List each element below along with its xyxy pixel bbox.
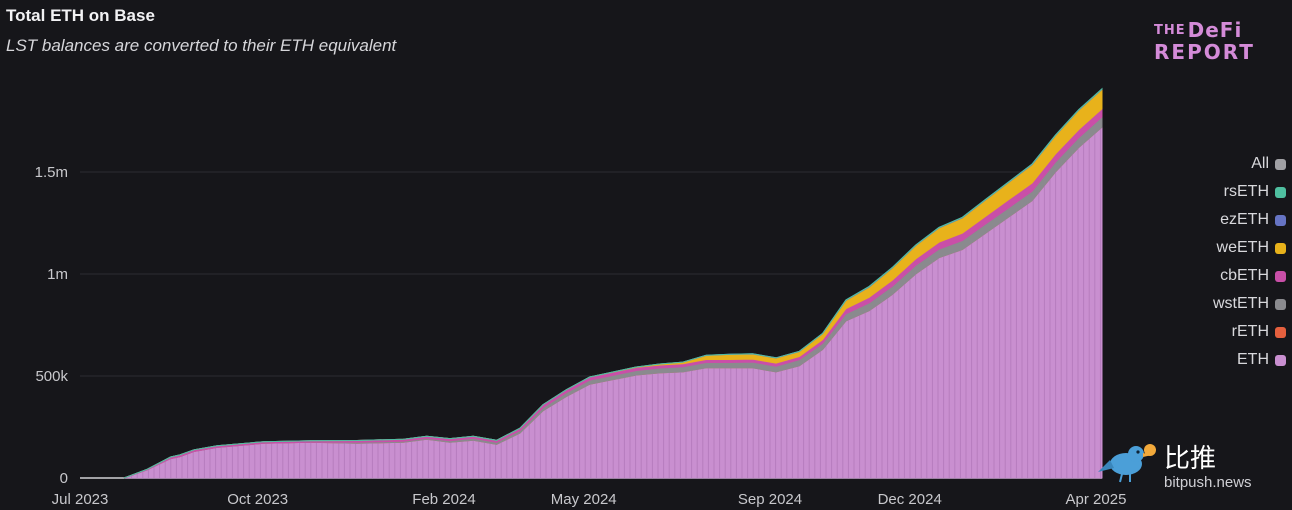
area-rsETH [123, 87, 1103, 479]
x-tick-label: Oct 2023 [227, 491, 288, 508]
legend-label: wstETH [1213, 295, 1269, 312]
legend-swatch [1275, 186, 1286, 198]
legend-swatch [1275, 214, 1286, 226]
bird-icon [1098, 444, 1156, 483]
x-tick-label: Dec 2024 [878, 491, 942, 508]
legend-label: rETH [1231, 323, 1269, 340]
x-tick-label: Apr 2025 [1066, 491, 1127, 508]
legend-item-ETH[interactable]: ETH [1176, 346, 1286, 374]
watermark-url: bitpush.news [1164, 474, 1252, 491]
logo-report: REPORT [1154, 40, 1255, 64]
legend-label: ezETH [1220, 211, 1269, 228]
y-tick-label: 500k [35, 368, 68, 385]
defi-report-logo: THE DeFi REPORT [1152, 18, 1262, 66]
x-tick-label: May 2024 [551, 491, 617, 508]
legend-label: cbETH [1220, 267, 1269, 284]
legend-item-rETH[interactable]: rETH [1176, 318, 1286, 346]
x-tick-label: Feb 2024 [412, 491, 475, 508]
legend-item-rsETH[interactable]: rsETH [1176, 178, 1286, 206]
y-tick-label: 0 [60, 470, 68, 487]
legend-label: All [1251, 155, 1269, 172]
y-tick-label: 1.5m [35, 164, 68, 181]
logo-defi: DeFi [1187, 18, 1243, 42]
legend-swatch [1275, 158, 1286, 170]
legend-swatch [1275, 298, 1286, 310]
y-tick-label: 1m [47, 266, 68, 283]
legend-item-weETH[interactable]: weETH [1176, 234, 1286, 262]
legend-item-cbETH[interactable]: cbETH [1176, 262, 1286, 290]
legend-label: rsETH [1223, 183, 1269, 200]
watermark-chinese: 比推 [1164, 444, 1217, 474]
legend-item-All[interactable]: All [1176, 150, 1286, 178]
legend-label: weETH [1216, 239, 1269, 256]
x-tick-label: Jul 2023 [52, 491, 109, 508]
legend-swatch [1275, 326, 1286, 338]
bitpush-watermark: 比推 bitpush.news [1098, 438, 1288, 498]
legend-label: ETH [1237, 351, 1269, 368]
logo-the: THE [1154, 23, 1186, 38]
legend-swatch [1275, 270, 1286, 282]
legend-item-ezETH[interactable]: ezETH [1176, 206, 1286, 234]
legend-swatch [1275, 242, 1286, 254]
legend-swatch [1275, 354, 1286, 366]
chart-legend: All rsETH ezETH weETH cbETH wstETH rETH ETH [1176, 150, 1286, 374]
chart-subtitle: LST balances are converted to their ETH … [6, 36, 397, 55]
chart-title: Total ETH on Base [6, 6, 155, 25]
x-tick-label: Sep 2024 [738, 491, 802, 508]
legend-item-wstETH[interactable]: wstETH [1176, 290, 1286, 318]
